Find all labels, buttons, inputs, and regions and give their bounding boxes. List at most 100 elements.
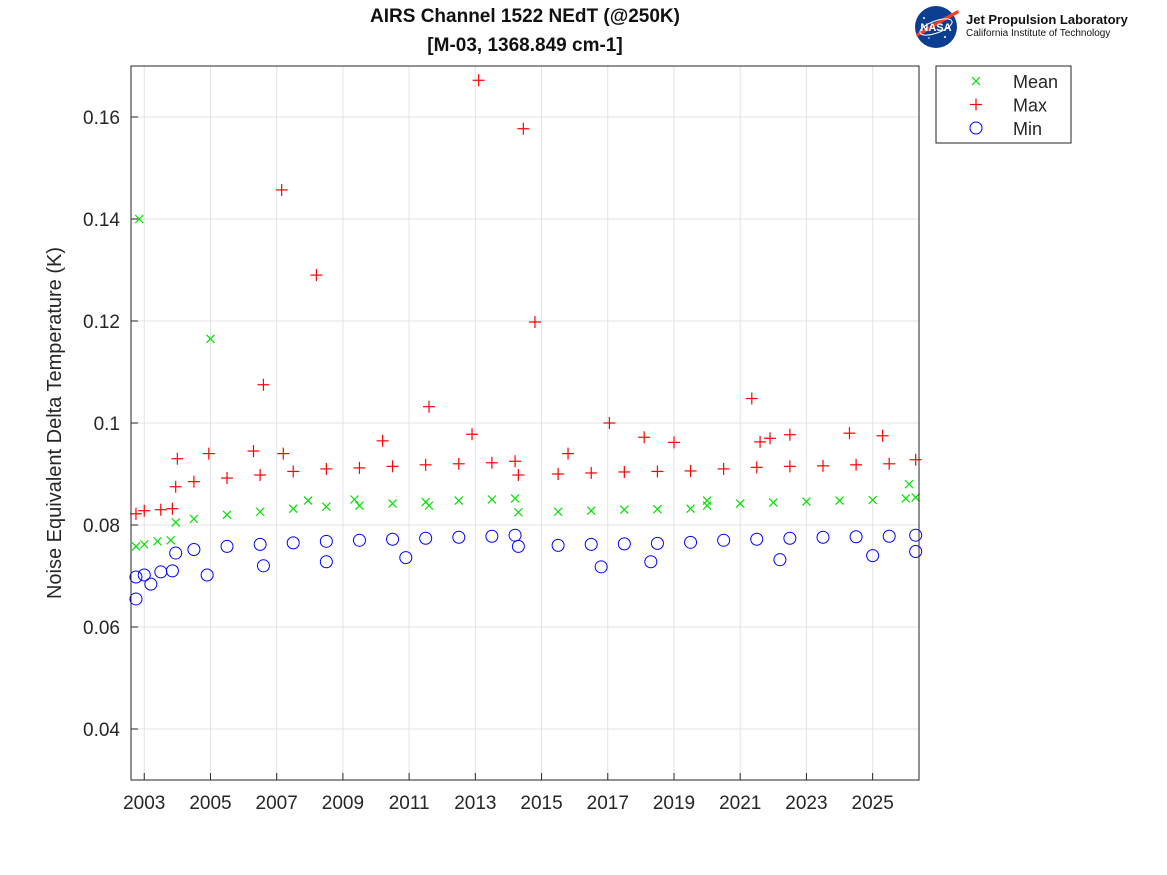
point-min — [750, 532, 764, 546]
point-max — [138, 504, 151, 517]
jpl-subtitle: California Institute of Technology — [966, 28, 1111, 39]
point-min — [154, 565, 168, 579]
point-max — [585, 466, 598, 479]
point-mean — [686, 504, 695, 514]
legend-item-max: Max — [970, 96, 1047, 116]
point-mean — [388, 499, 397, 509]
point-max — [169, 480, 182, 493]
axes: 2003 2005 2007 2009 2011 2013 2015 2017 2019 2021… — [83, 108, 894, 814]
point-mean — [653, 504, 662, 514]
point-max — [419, 458, 432, 471]
point-mean — [619, 505, 629, 515]
y-tick-label: 0.08 — [83, 516, 120, 537]
y-tick-label: 0.12 — [83, 312, 120, 333]
point-mean — [139, 539, 149, 549]
point-max — [247, 445, 260, 458]
point-min — [399, 551, 413, 565]
legend-box — [935, 65, 1072, 144]
point-mean — [510, 494, 520, 503]
point-max — [562, 447, 575, 460]
point-min — [169, 546, 183, 560]
point-min — [256, 559, 270, 573]
point-max — [528, 316, 541, 329]
legend-marker-max — [970, 98, 982, 111]
point-min — [617, 537, 631, 551]
point-max — [876, 429, 889, 442]
y-tick-label: 0.06 — [83, 618, 120, 639]
point-min — [137, 568, 151, 582]
point-mean — [355, 501, 364, 511]
point-mean — [131, 541, 141, 551]
point-max — [783, 460, 796, 473]
point-max — [376, 434, 389, 447]
point-min — [773, 553, 787, 567]
point-max — [517, 122, 530, 135]
point-mean — [768, 498, 778, 507]
point-max — [764, 432, 777, 445]
x-tick-label: 2021 — [719, 793, 761, 814]
point-mean — [350, 495, 359, 504]
point-max — [485, 456, 498, 469]
point-min — [511, 539, 525, 553]
point-min — [419, 531, 433, 545]
point-min — [165, 564, 179, 578]
point-min — [816, 530, 830, 544]
point-max — [816, 459, 829, 472]
point-min — [144, 577, 158, 591]
point-mean — [904, 479, 914, 489]
point-max — [452, 457, 465, 470]
point-min — [644, 555, 658, 569]
x-tick-label: 2003 — [123, 793, 165, 814]
point-max — [254, 469, 267, 482]
point-max — [850, 458, 863, 471]
point-min — [129, 592, 143, 606]
x-tick-label: 2025 — [852, 793, 894, 814]
x-tick-label: 2023 — [785, 793, 827, 814]
point-max — [883, 457, 896, 470]
data-points — [129, 74, 923, 606]
point-mean — [586, 506, 596, 516]
legend-label-min: Min — [1013, 119, 1042, 139]
y-tick-label: 0.14 — [83, 210, 120, 231]
y-tick-label: 0.16 — [83, 108, 120, 129]
point-mean — [303, 496, 313, 505]
point-max — [552, 468, 565, 480]
point-max — [466, 428, 479, 441]
point-min — [909, 545, 923, 559]
point-min — [650, 536, 664, 550]
point-mean — [288, 504, 298, 514]
point-min — [551, 538, 565, 552]
point-max — [667, 436, 680, 449]
grid-lines — [131, 66, 919, 780]
point-mean — [454, 496, 464, 505]
point-max — [277, 447, 290, 460]
point-min — [866, 549, 880, 563]
point-max — [509, 455, 522, 468]
point-mean — [513, 507, 523, 517]
x-tick-label: 2013 — [454, 793, 496, 814]
point-max — [221, 472, 234, 485]
point-mean — [702, 496, 712, 505]
point-max — [320, 462, 333, 475]
point-min — [849, 530, 863, 544]
point-min — [452, 530, 466, 544]
point-min — [485, 529, 499, 543]
point-max — [171, 452, 184, 465]
jpl-logo: NASA Jet Propulsion Laboratory Californi… — [912, 4, 1162, 50]
point-max — [783, 428, 796, 441]
point-min — [253, 537, 267, 551]
point-max — [717, 462, 730, 475]
jpl-name: Jet Propulsion Laboratory — [966, 12, 1128, 27]
point-mean — [835, 496, 844, 505]
point-min — [319, 555, 333, 569]
point-mean — [424, 501, 434, 511]
x-tick-label: 2017 — [587, 793, 629, 814]
legend-marker-mean — [971, 76, 981, 86]
point-min — [352, 533, 366, 547]
point-min — [508, 528, 522, 542]
point-max — [422, 400, 435, 413]
point-max — [750, 461, 763, 474]
point-max — [651, 465, 664, 478]
point-mean — [868, 495, 878, 505]
point-mean — [911, 493, 921, 502]
